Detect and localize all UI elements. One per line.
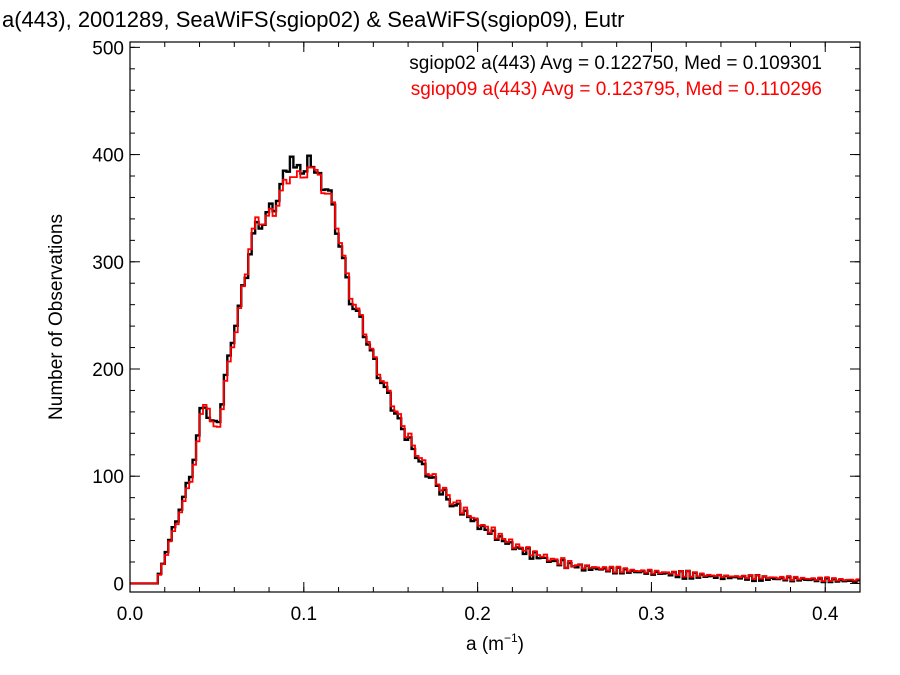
y-axis-label: Number of Observations [46,214,67,420]
x-axis-label-close: ) [518,634,524,655]
x-tick-label: 0.0 [117,604,143,625]
y-tick-label: 100 [92,467,124,488]
plot-frame [129,41,861,593]
y-tick-label: 0 [113,574,124,595]
x-tick-label: 0.2 [464,604,490,625]
x-tick-label: 0.4 [812,604,839,625]
series-line-sgiop02 [130,154,860,585]
series-layer [130,154,860,585]
x-axis-label: a (m−1) [466,631,524,655]
y-tick-label: 200 [92,360,124,381]
legend-entry-sgiop02: sgiop02 a(443) Avg = 0.122750, Med = 0.1… [409,53,822,74]
x-axis-label-superscript: −1 [504,631,518,645]
chart-title: a(443), 2001289, SeaWiFS(sgiop02) & SeaW… [2,7,624,32]
y-tick-label: 300 [92,253,124,274]
x-tick-label: 0.3 [638,604,664,625]
y-tick-label: 500 [92,38,124,59]
y-tick-label: 400 [92,146,124,167]
axis-ticks: 0.0 0.1 0.2 0.3 0.4 0 100 200 300 400 500 [92,38,861,625]
x-tick-label: 0.1 [291,604,317,625]
series-line-sgiop09 [130,166,860,585]
legend-entry-sgiop09: sgiop09 a(443) Avg = 0.123795, Med = 0.1… [411,79,822,100]
x-axis-label-base: a (m [466,634,504,655]
